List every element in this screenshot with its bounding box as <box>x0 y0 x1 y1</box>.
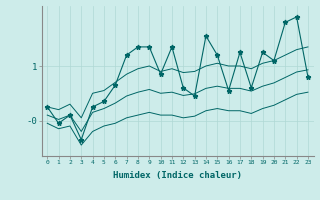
X-axis label: Humidex (Indice chaleur): Humidex (Indice chaleur) <box>113 171 242 180</box>
